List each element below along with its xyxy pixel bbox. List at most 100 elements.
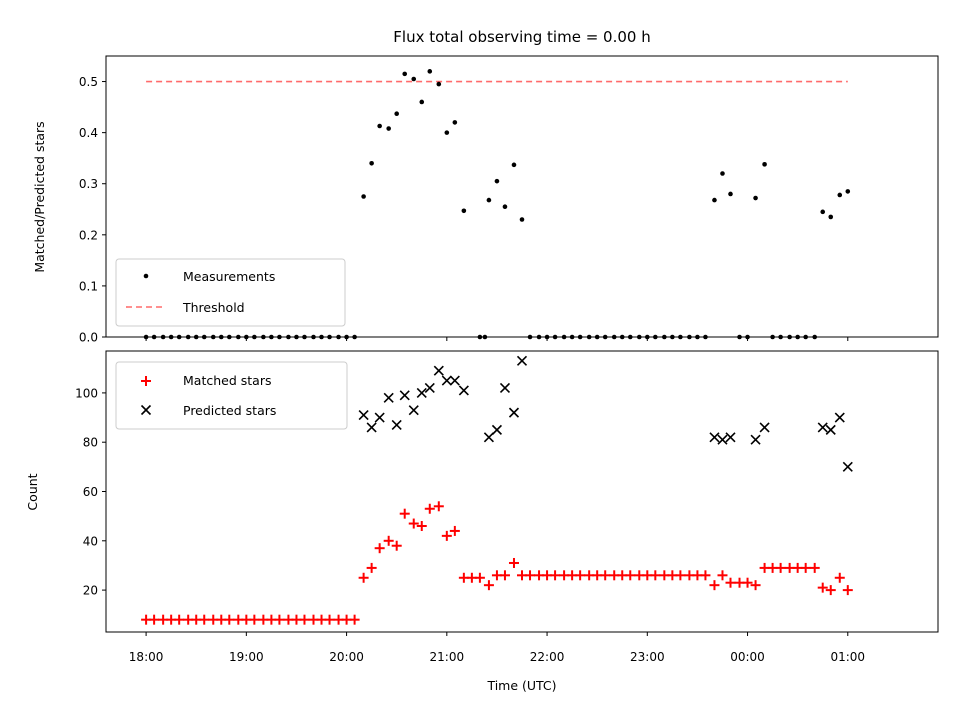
measurement-point — [494, 178, 500, 184]
top-ytick-label: 0.5 — [79, 75, 98, 89]
matched-star-point — [725, 577, 736, 588]
matched-star-point — [600, 570, 611, 581]
legend-measurements-marker — [143, 273, 149, 279]
predicted-star-point — [834, 412, 845, 423]
matched-star-point — [349, 614, 360, 625]
measurement-point — [402, 71, 408, 77]
measurement-point — [427, 69, 433, 74]
predicted-star-point — [449, 375, 460, 386]
bottom-xtick-label: 19:00 — [229, 650, 264, 664]
chart-title: Flux total observing time = 0.00 h — [393, 28, 650, 46]
legend-matched-label: Matched stars — [183, 373, 271, 388]
matched-star-point — [750, 580, 761, 591]
bottom-legend: Matched stars Predicted stars — [115, 361, 348, 430]
matched-star-point — [383, 535, 394, 546]
predicted-star-stroke-b — [717, 434, 728, 445]
matched-star-point — [416, 521, 427, 532]
matched-star-point — [575, 570, 586, 581]
predicted-star-stroke-b — [366, 422, 377, 433]
matched-star-point — [299, 614, 310, 625]
bottom-xtick-label: 00:00 — [730, 650, 765, 664]
measurement-point — [511, 162, 517, 168]
matched-star-point — [358, 572, 369, 583]
predicted-star-point — [366, 422, 377, 433]
measurement-point — [452, 120, 458, 125]
matched-star-point — [474, 572, 485, 583]
measurement-point — [394, 111, 399, 117]
measurement-point — [361, 194, 366, 199]
top-ytick-label: 0.1 — [79, 279, 98, 293]
measurement-point — [712, 197, 717, 203]
predicted-star-stroke-b — [491, 424, 503, 435]
matched-star-point — [199, 614, 210, 625]
legend-threshold-label: Threshold — [182, 300, 245, 315]
legend-predicted-label: Predicted stars — [183, 403, 276, 418]
top-ytick-label: 0.4 — [79, 126, 98, 140]
predicted-star-stroke-b — [709, 432, 720, 443]
predicted-star-stroke-b — [842, 461, 853, 472]
measurement-point — [377, 123, 382, 129]
predicted-star-point — [424, 382, 435, 394]
matched-star-point — [650, 570, 661, 581]
measurement-point — [845, 189, 851, 194]
measurement-point — [411, 76, 417, 82]
measurement-point — [369, 160, 374, 166]
predicted-star-point — [817, 422, 828, 433]
bottom-ytick-label: 80 — [83, 436, 98, 450]
matched-star-point — [775, 562, 786, 573]
matched-star-point — [449, 525, 460, 536]
predicted-star-point — [750, 434, 761, 445]
matched-star-point — [224, 614, 235, 625]
predicted-star-point — [499, 382, 511, 394]
predicted-star-stroke-b — [391, 419, 402, 431]
matched-star-point — [391, 540, 402, 551]
measurement-point — [720, 171, 725, 176]
matched-star-point — [499, 570, 510, 581]
predicted-star-stroke-b — [499, 382, 511, 394]
predicted-star-stroke-b — [424, 382, 435, 394]
matched-star-point — [675, 570, 686, 581]
measurement-point — [837, 192, 843, 198]
measurement-point — [519, 217, 525, 222]
predicted-star-point — [483, 432, 494, 443]
measurement-point — [753, 195, 758, 201]
matched-star-point — [525, 570, 536, 581]
predicted-star-stroke-b — [399, 390, 410, 401]
predicted-star-point — [374, 412, 385, 423]
predicted-star-point — [433, 365, 444, 376]
measurement-point — [486, 197, 492, 203]
predicted-star-point — [408, 405, 419, 416]
predicted-star-point — [825, 424, 836, 435]
legend-matched-marker — [141, 376, 151, 386]
matched-star-point — [825, 585, 836, 596]
bottom-ytick-label: 40 — [83, 534, 98, 548]
matched-star-point — [399, 508, 410, 519]
bottom-xtick-label: 23:00 — [630, 650, 665, 664]
matched-star-point — [249, 614, 260, 625]
measurement-point — [820, 209, 826, 215]
top-ytick-label: 0.0 — [79, 331, 98, 345]
bottom-panel-frame — [105, 350, 939, 633]
matched-star-point — [274, 614, 285, 625]
matched-star-point — [742, 577, 753, 588]
matched-star-point — [625, 570, 636, 581]
top-ylabel: Matched/Predicted stars — [32, 121, 47, 272]
predicted-star-stroke-b — [817, 422, 828, 433]
predicted-star-stroke-b — [725, 432, 736, 443]
matched-star-point — [842, 585, 853, 596]
predicted-star-stroke-b — [383, 392, 394, 403]
bottom-ytick-label: 20 — [83, 584, 98, 598]
matched-star-point — [483, 580, 494, 591]
predicted-star-stroke-b — [508, 407, 520, 418]
measurement-point — [419, 99, 425, 105]
predicted-star-stroke-b — [458, 385, 469, 396]
matched-star-point — [149, 614, 160, 625]
predicted-star-point — [508, 407, 520, 418]
matched-star-point — [709, 580, 720, 591]
predicted-star-point — [416, 387, 427, 398]
top-legend-box — [115, 258, 346, 327]
predicted-star-stroke-b — [516, 355, 528, 366]
matched-star-point — [174, 614, 185, 625]
predicted-star-point — [441, 375, 452, 386]
